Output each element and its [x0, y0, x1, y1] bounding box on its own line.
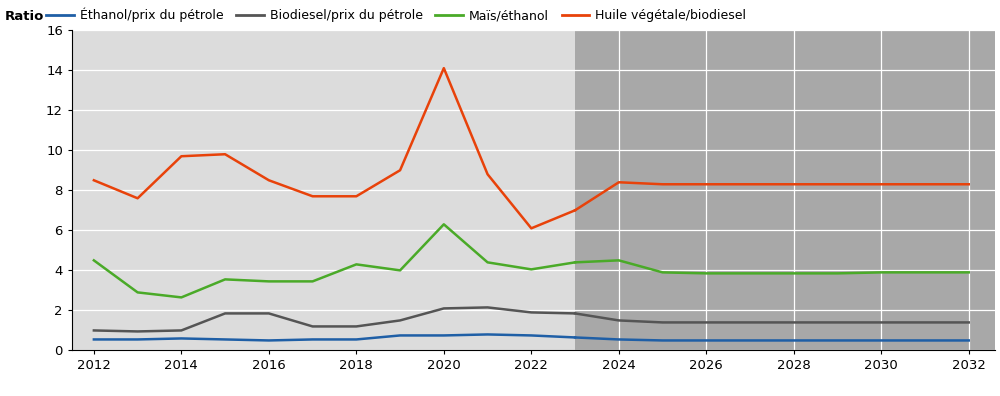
- Bar: [575, 30, 995, 350]
- Text: Ratio: Ratio: [5, 10, 44, 23]
- Bar: [72, 30, 575, 350]
- Legend: Éthanol/prix du pétrole, Biodiesel/prix du pétrole, Maïs/éthanol, Huile végétale: Éthanol/prix du pétrole, Biodiesel/prix …: [46, 8, 746, 22]
